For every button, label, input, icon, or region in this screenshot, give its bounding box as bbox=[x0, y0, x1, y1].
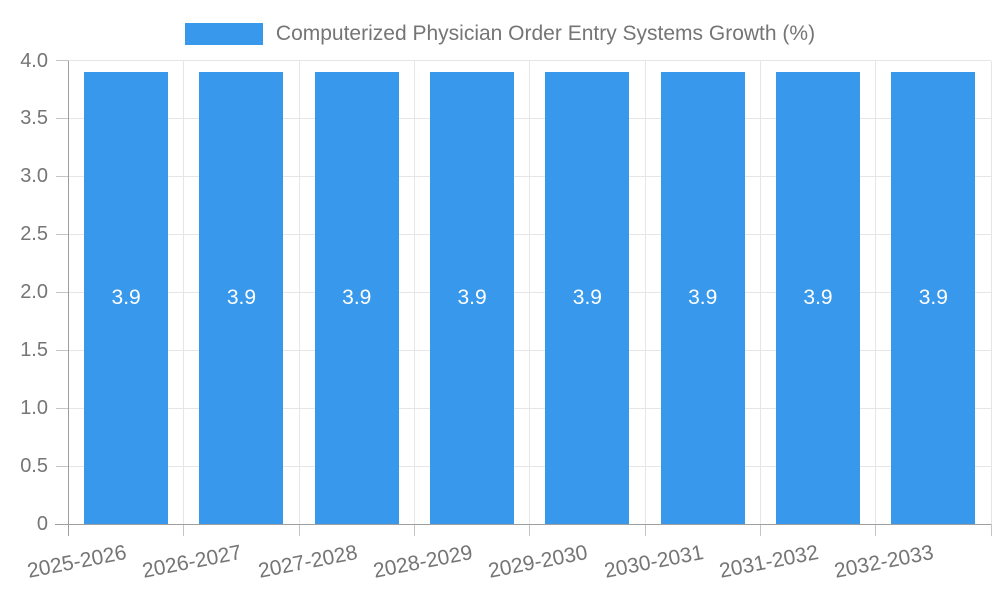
y-tick-label: 3.5 bbox=[20, 107, 48, 130]
y-tick-label: 4.0 bbox=[20, 49, 48, 72]
y-tick-label: 2.5 bbox=[20, 223, 48, 246]
y-tick-label: 3.0 bbox=[20, 165, 48, 188]
bar[interactable] bbox=[84, 72, 169, 524]
y-tick-label: 0.5 bbox=[20, 455, 48, 478]
v-gridline bbox=[529, 60, 531, 524]
legend-item[interactable]: Computerized Physician Order Entry Syste… bbox=[0, 14, 1000, 54]
x-tick-mark bbox=[183, 524, 185, 536]
v-gridline bbox=[413, 60, 415, 524]
bar[interactable] bbox=[891, 72, 976, 524]
y-tick-mark bbox=[55, 407, 69, 409]
y-tick-label: 1.5 bbox=[20, 339, 48, 362]
y-tick-label: 2.0 bbox=[20, 281, 48, 304]
v-gridline bbox=[875, 60, 877, 524]
x-tick-mark bbox=[644, 524, 646, 536]
y-tick-mark bbox=[55, 60, 69, 61]
x-tick-mark bbox=[875, 524, 877, 536]
x-tick-mark bbox=[529, 524, 531, 536]
v-gridline bbox=[990, 60, 992, 524]
x-axis-line bbox=[54, 523, 991, 525]
y-tick-label: 1.0 bbox=[20, 397, 48, 420]
bar[interactable] bbox=[776, 72, 861, 524]
v-gridline bbox=[298, 60, 300, 524]
y-axis-line bbox=[68, 60, 69, 536]
bar[interactable] bbox=[314, 72, 399, 524]
y-tick-label: 0 bbox=[36, 513, 48, 535]
v-gridline bbox=[644, 60, 646, 524]
bar[interactable] bbox=[545, 72, 630, 524]
legend-label: Computerized Physician Order Entry Syste… bbox=[275, 22, 816, 45]
x-tick-mark bbox=[298, 524, 300, 536]
bar[interactable] bbox=[660, 72, 745, 524]
y-tick-mark bbox=[55, 233, 69, 235]
v-gridline bbox=[759, 60, 761, 524]
bar[interactable] bbox=[199, 72, 284, 524]
x-tick-mark bbox=[413, 524, 415, 536]
y-tick-mark bbox=[55, 349, 69, 351]
x-tick-mark bbox=[759, 524, 761, 536]
legend-swatch bbox=[184, 23, 263, 45]
bar[interactable] bbox=[430, 72, 515, 524]
y-tick-mark bbox=[55, 291, 69, 293]
y-tick-mark bbox=[55, 465, 69, 467]
x-tick-mark bbox=[990, 524, 992, 536]
v-gridline bbox=[183, 60, 185, 524]
y-tick-mark bbox=[55, 117, 69, 119]
y-tick-mark bbox=[55, 175, 69, 177]
